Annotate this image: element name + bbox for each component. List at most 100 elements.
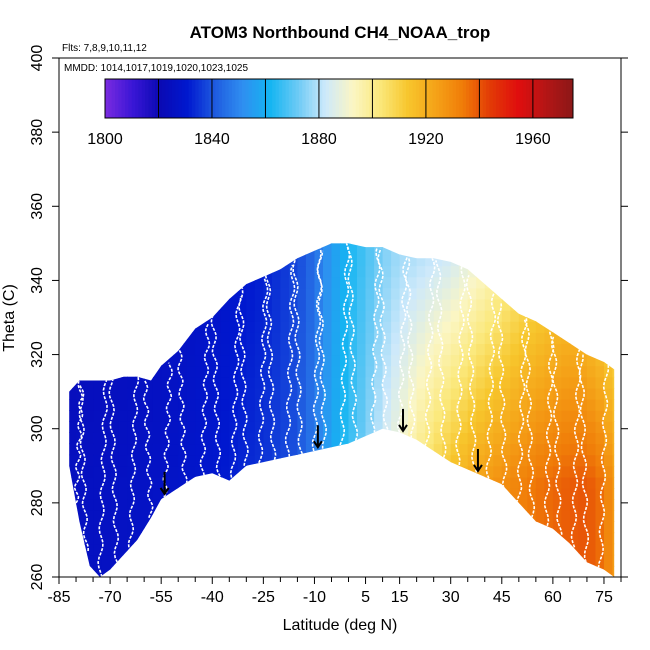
heatmap-cell <box>254 543 264 556</box>
heatmap-cell <box>220 543 230 556</box>
heatmap-cell <box>569 399 579 411</box>
heatmap-cell <box>459 543 469 556</box>
heatmap-cell <box>161 310 171 322</box>
heatmap-cell <box>416 432 426 445</box>
heatmap-cell <box>527 488 537 500</box>
heatmap-cell <box>93 410 103 422</box>
heatmap-cell <box>535 476 545 489</box>
heatmap-cell <box>442 565 452 577</box>
heatmap-cell <box>135 254 145 267</box>
heatmap-cell <box>535 321 545 333</box>
heatmap-cell <box>535 299 545 311</box>
heatmap-cell <box>416 554 426 567</box>
y-tick-label: 360 <box>29 193 46 220</box>
heatmap-cell <box>612 287 615 300</box>
heatmap-cell <box>203 254 213 267</box>
heatmap-cell <box>501 543 511 556</box>
colorbar-swatch <box>382 79 387 118</box>
heatmap-cell <box>195 299 205 311</box>
heatmap-cell <box>391 454 401 467</box>
heatmap-cell <box>69 243 77 244</box>
heatmap-cell <box>69 343 77 356</box>
heatmap-cell <box>127 287 137 300</box>
heatmap-cell <box>501 510 511 522</box>
heatmap-cell <box>84 276 94 289</box>
colorbar-swatch <box>345 79 350 118</box>
heatmap-cell <box>552 243 562 244</box>
heatmap-cell <box>416 476 426 489</box>
heatmap-cell <box>501 532 511 545</box>
heatmap-cell <box>93 387 103 400</box>
heatmap-cell <box>433 521 443 534</box>
heatmap-cell <box>357 532 367 545</box>
heatmap-cell <box>476 243 486 244</box>
heatmap-cell <box>510 565 520 577</box>
heatmap-cell <box>118 243 128 256</box>
colorbar-swatch <box>405 79 410 118</box>
heatmap-cell <box>220 565 230 577</box>
heatmap-cell <box>357 432 367 445</box>
heatmap-cell <box>186 410 196 422</box>
heatmap-cell <box>144 265 154 278</box>
heatmap-cell <box>161 343 171 356</box>
heatmap-cell <box>552 565 562 577</box>
heatmap-cell <box>271 332 281 344</box>
heatmap-cell <box>169 254 179 267</box>
heatmap-cell <box>442 476 452 489</box>
heatmap-cell <box>374 532 384 545</box>
colorbar-swatch <box>248 79 253 118</box>
heatmap-cell <box>118 332 128 344</box>
heatmap-cell <box>212 321 222 333</box>
heatmap-cell <box>76 376 86 389</box>
heatmap-cell <box>127 254 137 267</box>
heatmap-cell <box>527 265 537 278</box>
heatmap-cell <box>101 299 111 311</box>
heatmap-cell <box>348 254 358 267</box>
colorbar-swatch <box>392 79 397 118</box>
heatmap-cell <box>271 521 281 534</box>
heatmap-cell <box>297 310 307 322</box>
heatmap-cell <box>203 421 213 433</box>
heatmap-cell <box>212 399 222 411</box>
heatmap-cell <box>84 265 94 278</box>
heatmap-cell <box>110 410 120 422</box>
heatmap-cell <box>391 376 401 389</box>
heatmap-cell <box>135 365 145 378</box>
heatmap-cell <box>552 287 562 300</box>
heatmap-cell <box>271 354 281 367</box>
heatmap-cell <box>69 421 77 433</box>
heatmap-cell <box>501 365 511 378</box>
heatmap-cell <box>280 265 290 278</box>
heatmap-cell <box>76 554 86 567</box>
heatmap-cell <box>374 488 384 500</box>
heatmap-cell <box>467 332 477 344</box>
heatmap-cell <box>348 476 358 489</box>
heatmap-cell <box>280 521 290 534</box>
heatmap-cell <box>408 454 418 467</box>
heatmap-cell <box>152 432 162 445</box>
heatmap-cell <box>288 321 298 333</box>
heatmap-cell <box>501 287 511 300</box>
heatmap-cell <box>84 565 94 577</box>
heatmap-cell <box>314 465 324 478</box>
heatmap-cell <box>110 265 120 278</box>
heatmap-cell <box>348 454 358 467</box>
heatmap-cell <box>604 343 614 356</box>
heatmap-cell <box>416 421 426 433</box>
heatmap-cell <box>391 276 401 289</box>
heatmap-cell <box>93 432 103 445</box>
heatmap-cell <box>561 299 571 311</box>
heatmap-cell <box>118 387 128 400</box>
heatmap-cell <box>110 343 120 356</box>
heatmap-cell <box>246 321 256 333</box>
heatmap-cell <box>357 421 367 433</box>
heatmap-cell <box>348 387 358 400</box>
heatmap-cell <box>399 532 409 545</box>
heatmap-cell <box>569 387 579 400</box>
heatmap-cell <box>271 499 281 511</box>
heatmap-cell <box>604 321 614 333</box>
heatmap-cell <box>459 532 469 545</box>
heatmap-cell <box>254 276 264 289</box>
colorbar-swatch <box>258 79 263 118</box>
heatmap-cell <box>93 565 103 577</box>
